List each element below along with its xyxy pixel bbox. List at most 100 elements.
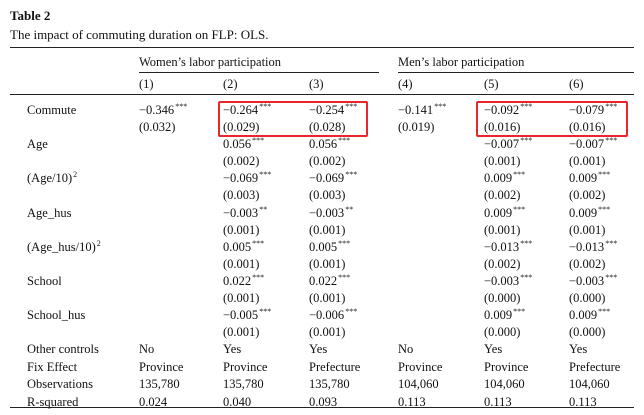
coefficient-value: −0.264: [223, 103, 259, 117]
footer-cell: 0.093: [309, 395, 338, 409]
coefficient-value: −0.005: [223, 308, 259, 322]
significance-stars: ***: [598, 307, 611, 316]
standard-error-cell: (0.000): [569, 325, 606, 339]
significance-stars: ***: [338, 136, 351, 145]
coefficient-value: −0.003: [569, 274, 605, 288]
standard-error-cell: (0.016): [484, 120, 521, 134]
column-number: (6): [569, 77, 584, 91]
coefficient-value: −0.069: [223, 171, 259, 185]
coefficient-value: 0.022: [309, 274, 338, 288]
coefficient-value: −0.346: [139, 103, 175, 117]
significance-stars: ***: [345, 307, 358, 316]
coefficient-cell: −0.003***: [484, 273, 533, 289]
footer-cell: Province: [223, 360, 268, 374]
coefficient-cell: 0.022***: [223, 273, 265, 289]
footer-cell: Province: [484, 360, 529, 374]
top-rule: [10, 47, 634, 48]
column-number: (1): [139, 77, 154, 91]
bottom-rule: [10, 407, 634, 408]
significance-stars: ***: [259, 307, 272, 316]
row-label: (Age_hus/10)2: [27, 239, 101, 255]
footer-cell: Province: [139, 360, 184, 374]
coefficient-value: −0.141: [398, 103, 434, 117]
coefficient-value: −0.079: [569, 103, 605, 117]
footer-cell: 0.113: [398, 395, 426, 409]
coefficient-value: −0.003: [309, 206, 345, 220]
row-label: Age: [27, 137, 48, 152]
column-number: (2): [223, 77, 238, 91]
standard-error-cell: (0.001): [569, 223, 606, 237]
coefficient-cell: −0.013***: [484, 239, 532, 255]
table-label: Table 2: [10, 8, 51, 23]
footer-cell: 104,060: [569, 377, 610, 391]
footer-row-label: Observations: [27, 377, 93, 391]
coefficient-cell: −0.079***: [569, 102, 617, 118]
footer-cell: 135,780: [223, 377, 264, 391]
men-group-rule: [398, 72, 634, 73]
coefficient-value: 0.005: [223, 240, 252, 254]
header-rule: [10, 94, 634, 95]
significance-stars: ***: [520, 136, 533, 145]
coefficient-cell: 0.009***: [484, 205, 525, 221]
coefficient-cell: −0.092***: [484, 102, 532, 118]
coefficient-cell: −0.003***: [569, 273, 617, 289]
coefficient-cell: 0.009***: [484, 307, 526, 323]
footer-cell: Yes: [484, 342, 503, 356]
coefficient-cell: 0.022***: [309, 273, 351, 289]
row-label-text: Commute: [27, 103, 77, 117]
row-label-text: Age: [27, 137, 48, 151]
coefficient-cell: −0.069***: [223, 170, 272, 186]
significance-stars: ***: [513, 307, 526, 316]
standard-error-cell: (0.002): [569, 188, 606, 202]
significance-stars: ***: [338, 273, 351, 282]
coefficient-value: −0.003: [484, 274, 520, 288]
standard-error-cell: (0.002): [569, 257, 606, 271]
women-group-header: Women’s labor participation: [139, 55, 282, 69]
row-label-text: Age_hus: [27, 206, 72, 220]
footer-row-label: R-squared: [27, 395, 79, 409]
significance-stars: ***: [252, 136, 265, 145]
significance-stars: ***: [259, 102, 272, 111]
row-label-exponent: 2: [73, 170, 78, 179]
coefficient-cell: 0.005***: [223, 239, 265, 255]
significance-stars: ***: [252, 239, 265, 248]
significance-stars: ***: [520, 273, 533, 282]
coefficient-value: −0.013: [484, 240, 520, 254]
coefficient-value: 0.009: [569, 308, 598, 322]
row-label: (Age/10)2: [27, 170, 78, 186]
standard-error-cell: (0.016): [569, 120, 606, 134]
coefficient-value: 0.056: [309, 137, 338, 151]
standard-error-cell: (0.003): [223, 188, 260, 202]
footer-cell: No: [139, 342, 155, 356]
row-label-exponent: 2: [96, 239, 101, 248]
significance-stars: ***: [175, 102, 188, 111]
footer-cell: 104,060: [484, 377, 525, 391]
coefficient-cell: −0.005***: [223, 307, 272, 323]
coefficient-cell: −0.141***: [398, 102, 446, 118]
coefficient-cell: −0.003**: [309, 205, 354, 221]
standard-error-cell: (0.032): [139, 120, 176, 134]
significance-stars: ***: [338, 239, 351, 248]
standard-error-cell: (0.029): [223, 120, 260, 134]
column-number: (4): [398, 77, 413, 91]
standard-error-cell: (0.001): [484, 223, 521, 237]
coefficient-cell: −0.007***: [484, 136, 533, 152]
significance-stars: ***: [259, 170, 272, 179]
coefficient-cell: −0.003**: [223, 205, 267, 221]
standard-error-cell: (0.001): [223, 257, 260, 271]
coefficient-value: −0.013: [569, 240, 605, 254]
significance-stars: **: [345, 205, 354, 214]
standard-error-cell: (0.001): [309, 325, 346, 339]
significance-stars: ***: [252, 273, 265, 282]
footer-cell: Yes: [309, 342, 328, 356]
coefficient-cell: −0.264***: [223, 102, 272, 118]
footer-cell: No: [398, 342, 414, 356]
footer-row-label: Fix Effect: [27, 360, 78, 374]
row-label: School: [27, 274, 62, 289]
coefficient-value: −0.003: [223, 206, 259, 220]
coefficient-value: −0.007: [484, 137, 520, 151]
coefficient-value: 0.009: [569, 206, 598, 220]
table-title: The impact of commuting duration on FLP:…: [10, 27, 269, 42]
significance-stars: ***: [513, 170, 526, 179]
row-label-text: (Age_hus/10): [27, 240, 96, 254]
